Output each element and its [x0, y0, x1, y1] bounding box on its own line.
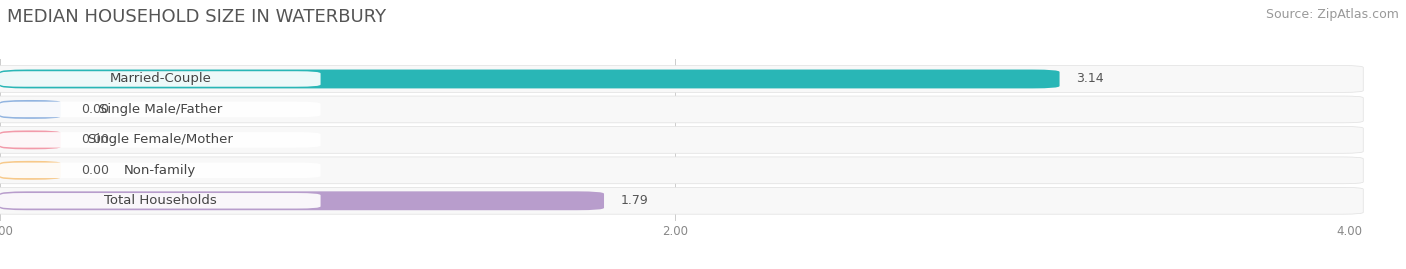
FancyBboxPatch shape	[0, 191, 605, 210]
FancyBboxPatch shape	[0, 96, 1364, 123]
FancyBboxPatch shape	[0, 162, 321, 178]
Text: Married-Couple: Married-Couple	[110, 72, 211, 86]
FancyBboxPatch shape	[0, 161, 60, 180]
Text: 0.00: 0.00	[82, 103, 110, 116]
FancyBboxPatch shape	[0, 157, 1364, 184]
Text: Total Households: Total Households	[104, 194, 217, 207]
Text: Source: ZipAtlas.com: Source: ZipAtlas.com	[1265, 8, 1399, 21]
FancyBboxPatch shape	[0, 71, 321, 87]
Text: Single Female/Mother: Single Female/Mother	[87, 133, 233, 146]
FancyBboxPatch shape	[0, 130, 60, 149]
Text: 3.14: 3.14	[1077, 72, 1104, 86]
Text: Non-family: Non-family	[124, 164, 197, 177]
FancyBboxPatch shape	[0, 69, 1060, 89]
FancyBboxPatch shape	[0, 132, 321, 148]
Text: MEDIAN HOUSEHOLD SIZE IN WATERBURY: MEDIAN HOUSEHOLD SIZE IN WATERBURY	[7, 8, 387, 26]
Text: 0.00: 0.00	[82, 164, 110, 177]
FancyBboxPatch shape	[0, 193, 321, 208]
Text: 0.00: 0.00	[82, 133, 110, 146]
FancyBboxPatch shape	[0, 126, 1364, 153]
Text: Single Male/Father: Single Male/Father	[98, 103, 222, 116]
FancyBboxPatch shape	[0, 187, 1364, 214]
Text: 1.79: 1.79	[621, 194, 648, 207]
FancyBboxPatch shape	[0, 102, 321, 117]
FancyBboxPatch shape	[0, 66, 1364, 92]
FancyBboxPatch shape	[0, 100, 60, 119]
